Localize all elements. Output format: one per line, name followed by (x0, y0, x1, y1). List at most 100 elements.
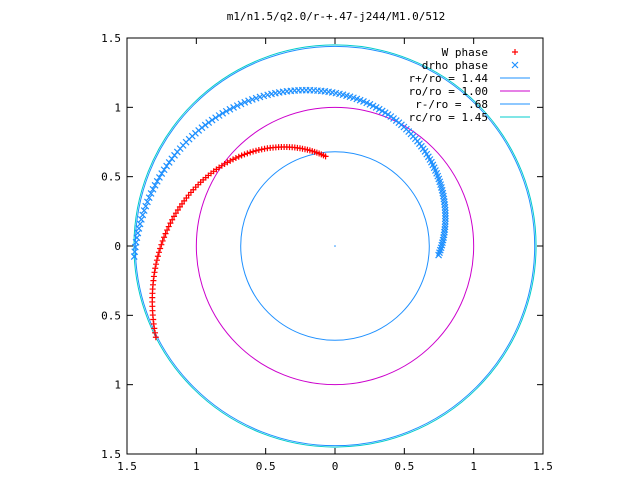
w-phase-point (230, 156, 237, 163)
drho-phase-point (441, 206, 449, 214)
legend-label: r+/ro = 1.44 (409, 72, 489, 85)
w-phase-point (232, 155, 239, 162)
drho-phase-point (165, 158, 173, 166)
drho-phase-point (208, 116, 216, 124)
series-layer (130, 86, 449, 341)
drho-phase-point (158, 170, 166, 177)
drho-phase-point (248, 96, 256, 103)
w-phase-point (258, 146, 265, 153)
drho-phase-point (252, 94, 260, 102)
chart-title: m1/n1.5/q2.0/r-+.47-j244/M1.0/512 (227, 10, 446, 23)
drho-phase-point (256, 93, 264, 101)
drho-phase-point (151, 181, 159, 189)
w-phase-point (153, 257, 160, 264)
y-tick-label: 1.5 (101, 32, 121, 45)
drho-phase-point (160, 166, 168, 174)
circle-1 (195, 106, 475, 386)
x-tick-label: 1.5 (117, 460, 137, 473)
drho-phase-point (441, 223, 449, 231)
w-phase-point (151, 269, 158, 276)
drho-phase-point (222, 107, 230, 115)
drho-phase-point (441, 226, 449, 233)
w-phase-point (167, 220, 174, 227)
drho-phase-point (440, 234, 447, 241)
drho-phase-point (130, 253, 138, 260)
drho-phase-point (441, 203, 449, 211)
w-phase-point (150, 320, 157, 327)
w-phase-point (152, 334, 159, 341)
drho-phase-point (219, 109, 227, 117)
drho-phase-point (241, 98, 249, 106)
w-phase-point (151, 325, 158, 332)
legend-label: r-/ro = .68 (415, 98, 488, 111)
w-phase-point (169, 216, 176, 223)
x-tick-label: 0.5 (394, 460, 414, 473)
y-tick-label: 1 (114, 101, 121, 114)
drho-phase-point (442, 215, 449, 223)
drho-phase-point (205, 119, 213, 126)
w-phase-point (158, 241, 165, 248)
drho-phase-point (156, 173, 163, 181)
drho-phase-point (237, 100, 245, 108)
w-phase-point (157, 245, 164, 252)
drho-phase-point (139, 211, 147, 219)
drho-phase-point (215, 112, 223, 119)
x-tick-label: 0.5 (256, 460, 276, 473)
drho-phase-point (144, 198, 151, 206)
w-phase-point (165, 223, 172, 230)
drho-phase-point (147, 190, 155, 197)
drho-phase-point (260, 92, 268, 100)
drho-phase-point (264, 91, 272, 99)
x-tick-label: 1 (193, 460, 200, 473)
w-phase-point (152, 329, 159, 336)
w-phase-point (171, 213, 178, 220)
drho-phase-point (153, 177, 161, 185)
w-phase-point (176, 203, 183, 210)
drho-phase-point (140, 207, 148, 214)
w-phase-point (179, 200, 186, 207)
w-phase-point (252, 147, 259, 154)
drho-phase-point (441, 212, 449, 220)
circle-2 (240, 151, 430, 341)
w-phase-point (159, 237, 166, 244)
drho-phase-point (149, 185, 157, 193)
drho-phase-point (230, 103, 238, 111)
y-tick-label: 0.5 (101, 309, 121, 322)
drho-phase-point (137, 215, 145, 223)
drho-phase-point (441, 209, 449, 217)
w-phase-point (154, 253, 161, 260)
drho-phase-point (441, 220, 449, 228)
drho-phase-point (142, 202, 150, 210)
axis-ticks: 1.5 1 0.5 0 0.5 1 1.51.510.500.511.5 (101, 32, 553, 473)
w-phase-point (244, 150, 251, 157)
y-tick-label: 0 (114, 240, 121, 253)
legend-marker (512, 49, 518, 55)
w-phase-point (174, 206, 181, 213)
y-tick-label: 1.5 (101, 448, 121, 461)
drho-phase-point (168, 155, 176, 163)
w-phase-point (250, 148, 257, 155)
w-phase-point (152, 265, 159, 272)
drho-phase-point (440, 231, 448, 239)
legend-marker (511, 61, 519, 69)
w-phase-point (155, 249, 162, 256)
w-phase-point (235, 153, 242, 160)
legend-label: rc/ro = 1.45 (409, 111, 488, 124)
circle-0 (134, 45, 536, 447)
w-phase-point (164, 227, 171, 234)
legend-label: W phase (442, 46, 488, 59)
drho-phase-point (163, 162, 171, 170)
drho-phase-point (145, 194, 153, 202)
drho-phase-point (245, 97, 252, 105)
legend-label: ro/ro = 1.00 (409, 85, 488, 98)
w-phase-point (161, 234, 168, 241)
origin-dot (334, 245, 336, 247)
drho-phase-point (226, 105, 234, 113)
w-phase-point (241, 151, 248, 158)
w-phase-point (238, 152, 245, 159)
w-phase-point (153, 261, 160, 268)
drho-phase-point (212, 114, 220, 122)
drho-phase-point (233, 102, 241, 110)
